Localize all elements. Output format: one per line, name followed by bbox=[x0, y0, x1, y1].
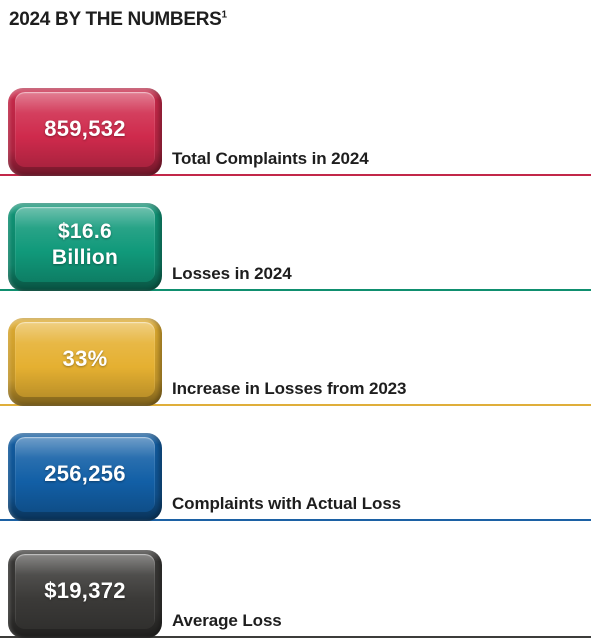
stat-row-average-loss: $19,372 Average Loss bbox=[0, 547, 600, 638]
badge-face: 256,256 bbox=[15, 437, 155, 512]
stat-rule bbox=[0, 404, 591, 406]
badge-face: 859,532 bbox=[15, 92, 155, 167]
stat-row-total-complaints: 859,532 Total Complaints in 2024 bbox=[0, 88, 600, 176]
stat-rule bbox=[0, 519, 591, 521]
stat-value: 859,532 bbox=[44, 116, 126, 142]
stat-row-complaints-with-loss: 256,256 Complaints with Actual Loss bbox=[0, 433, 600, 521]
badge-face: $16.6 Billion bbox=[15, 207, 155, 282]
stat-rule bbox=[0, 636, 591, 638]
stat-badge: 256,256 bbox=[8, 433, 162, 521]
footnote-marker: 1 bbox=[221, 9, 228, 21]
stat-value: $19,372 bbox=[44, 578, 126, 604]
stat-label: Total Complaints in 2024 bbox=[172, 149, 369, 168]
stat-badge: $16.6 Billion bbox=[8, 203, 162, 291]
badge-face: $19,372 bbox=[15, 554, 155, 629]
stat-row-loss-increase: 33% Increase in Losses from 2023 bbox=[0, 318, 600, 406]
stat-rule bbox=[0, 174, 591, 176]
stat-rule bbox=[0, 289, 591, 291]
stat-label: Average Loss bbox=[172, 611, 282, 630]
stat-badge: $19,372 bbox=[7, 547, 164, 638]
badge-face: 33% bbox=[15, 322, 155, 397]
page-title: 2024 BY THE NUMBERS1 bbox=[9, 9, 600, 31]
page-title-text: 2024 BY THE NUMBERS bbox=[9, 9, 222, 30]
stat-label: Complaints with Actual Loss bbox=[172, 494, 402, 513]
stat-value: 33% bbox=[62, 346, 108, 372]
stat-label: Increase in Losses from 2023 bbox=[172, 379, 407, 398]
stat-badge: 33% bbox=[8, 318, 162, 406]
stat-badge: 859,532 bbox=[8, 88, 162, 176]
stat-value: $16.6 Billion bbox=[51, 219, 119, 269]
stat-value: 256,256 bbox=[44, 461, 126, 487]
stat-label: Losses in 2024 bbox=[172, 264, 292, 283]
stat-row-losses: $16.6 Billion Losses in 2024 bbox=[0, 203, 600, 291]
